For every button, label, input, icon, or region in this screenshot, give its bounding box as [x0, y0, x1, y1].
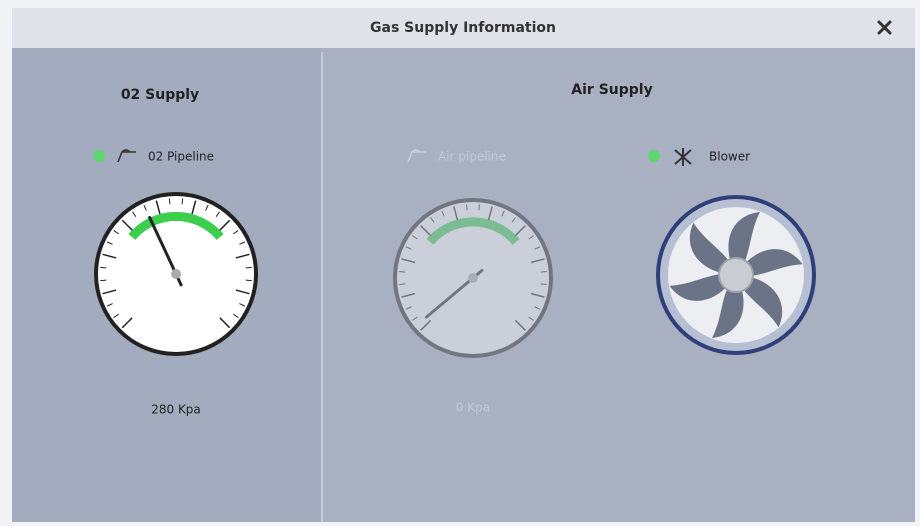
gauge-pivot	[171, 269, 181, 279]
gauge-tick	[246, 267, 252, 268]
gauge-tick	[541, 272, 547, 273]
pressure-reading: 0 Kpa	[456, 401, 490, 415]
page: Gas Supply Information 02 Supply 02 Pipe…	[0, 0, 920, 522]
pressure-gauge	[96, 194, 256, 354]
pressure-gauge	[395, 200, 551, 356]
gauge-tick	[479, 204, 480, 210]
source-label: Blower	[709, 150, 750, 164]
gauge-tick	[100, 280, 106, 281]
source-label: 02 Pipeline	[148, 150, 214, 164]
gas-supply-dialog: Gas Supply Information 02 Supply 02 Pipe…	[0, 0, 920, 522]
gauge-tick	[169, 198, 170, 204]
gauge-tick	[182, 198, 183, 204]
panel-heading: 02 Supply	[121, 87, 199, 103]
status-dot	[93, 150, 105, 162]
panel-heading: Air Supply	[571, 82, 652, 98]
gauge-tick	[246, 280, 252, 281]
gauge-tick	[541, 284, 547, 285]
gauge-tick	[467, 204, 468, 210]
dialog-title: Gas Supply Information	[370, 20, 556, 36]
source-label: Air pipeline	[438, 150, 506, 164]
gauge-tick	[399, 284, 405, 285]
gauge-tick	[399, 272, 405, 273]
blower-fan	[656, 195, 816, 355]
gauge-tick	[100, 267, 106, 268]
pressure-reading: 280 Kpa	[151, 403, 201, 417]
gauge-pivot	[468, 273, 478, 283]
fan-hub	[719, 258, 753, 292]
status-dot	[648, 150, 660, 162]
